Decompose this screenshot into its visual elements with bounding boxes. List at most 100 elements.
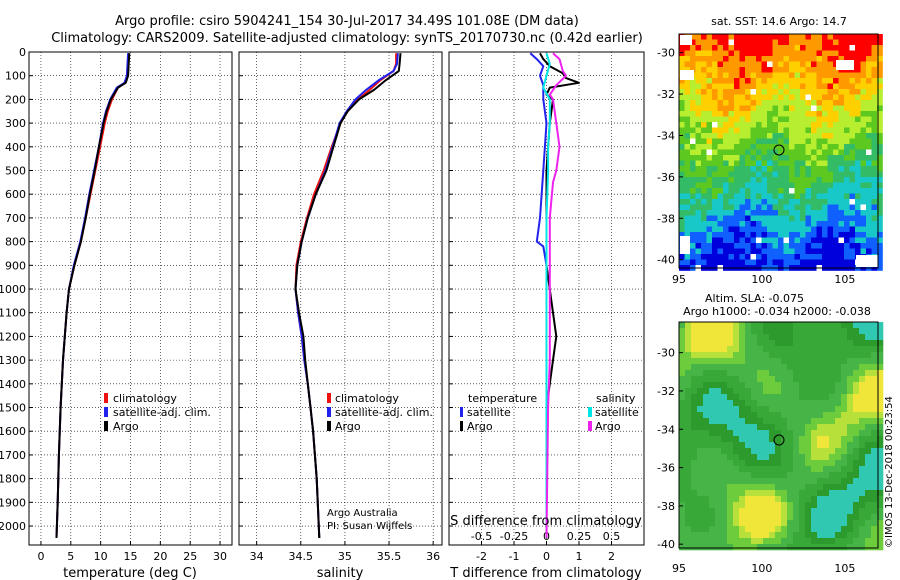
sst-cell	[750, 72, 757, 79]
sst-cell	[756, 149, 762, 156]
sst-cell	[684, 259, 691, 266]
sst-cell	[701, 166, 707, 172]
sst-cell	[701, 259, 707, 266]
sla-cell	[793, 406, 800, 413]
sst-cell	[701, 83, 707, 90]
sst-cell	[734, 56, 740, 62]
sst-cell	[739, 188, 746, 194]
sst-cell	[805, 149, 812, 156]
sst-cell	[844, 248, 850, 255]
sla-cell	[679, 508, 686, 515]
sst-cell	[811, 100, 817, 106]
sla-cell	[715, 508, 722, 515]
sla-cell	[745, 436, 752, 443]
sla-cell	[709, 430, 716, 437]
sla-cell	[787, 346, 794, 353]
sst-cell	[728, 215, 735, 222]
sla-cell	[727, 460, 734, 467]
sla-cell	[775, 478, 782, 485]
sla-cell	[715, 448, 722, 455]
sla-cell	[751, 406, 758, 413]
sla-cell	[859, 526, 866, 533]
sst-cell	[756, 166, 762, 172]
sst-cell	[800, 166, 806, 172]
sst-cell	[866, 232, 872, 238]
sla-cell	[805, 352, 812, 359]
sst-cell	[789, 221, 795, 227]
sal-legend-argo: Argo	[335, 420, 361, 433]
sla-cell	[817, 496, 824, 503]
sst-cell	[767, 160, 773, 167]
difference-xlabel: T difference from climatology	[449, 566, 642, 580]
sst-cell	[690, 34, 696, 40]
sla-cell	[859, 358, 866, 365]
sla-cell	[751, 388, 758, 395]
sla-cell	[793, 538, 800, 545]
sla-cell	[757, 322, 764, 329]
sla-cell	[679, 394, 686, 401]
sla-cell	[793, 508, 800, 515]
sla-cell	[709, 358, 716, 365]
sst-cell	[860, 210, 867, 216]
sla-cell	[679, 478, 686, 485]
sla-cell	[841, 418, 848, 425]
sla-cell	[697, 352, 704, 359]
sst-cell	[849, 166, 856, 172]
sst-cell	[871, 100, 878, 106]
sla-cell	[793, 502, 800, 509]
sla-cell	[841, 508, 848, 515]
sla-cell	[865, 514, 872, 521]
depth-tick-label: 400	[5, 141, 26, 154]
sla-cell	[679, 526, 686, 533]
sst-cell	[877, 188, 883, 194]
sla-cell	[679, 340, 686, 347]
sla-cell	[763, 472, 770, 479]
sst-cell	[679, 94, 685, 101]
sla-cell	[787, 460, 794, 467]
sst-cell	[822, 204, 828, 211]
sst-cell	[772, 67, 779, 73]
sla-cell	[715, 382, 722, 389]
sla-cell	[805, 514, 812, 521]
sla-cell	[811, 532, 818, 539]
sla-cell	[679, 382, 686, 389]
sst-cell	[877, 204, 883, 211]
sla-cell	[709, 334, 716, 341]
sla-cell	[871, 538, 878, 545]
sst-cell	[679, 78, 685, 84]
sla-cell	[859, 520, 866, 527]
sst-cell	[844, 232, 850, 238]
sla-cell	[685, 370, 692, 377]
sst-cell	[822, 122, 828, 128]
sst-cell	[811, 138, 817, 145]
sst-cell	[789, 193, 795, 200]
sst-cell	[871, 221, 878, 227]
sla-cell	[697, 358, 704, 365]
series-line-salinity-argo	[545, 52, 567, 538]
depth-tick-label: 1900	[0, 496, 26, 509]
sst-cell	[701, 45, 707, 51]
sst-cell	[794, 45, 801, 51]
sst-cell	[772, 89, 779, 95]
sst-cell	[833, 160, 839, 167]
sla-cell	[817, 538, 824, 545]
sst-cell	[805, 56, 812, 62]
sst-cell	[723, 94, 729, 101]
sst-cell	[833, 177, 839, 183]
sla-cell	[865, 370, 872, 377]
sla-cell	[691, 472, 698, 479]
sst-cell	[789, 259, 795, 266]
sst-cell	[750, 171, 757, 178]
sla-cell	[865, 340, 872, 347]
sst-cell	[723, 50, 729, 57]
sst-cell	[866, 116, 872, 123]
sla-cell	[859, 424, 866, 431]
sla-cell	[853, 484, 860, 491]
series-line-satellite-adj-clim-	[55, 53, 130, 538]
sst-cell	[816, 237, 823, 244]
sla-cell	[829, 334, 836, 341]
sla-cell	[811, 454, 818, 461]
sst-cell	[789, 144, 795, 150]
sst-cell	[811, 243, 817, 249]
sst-cell	[778, 160, 784, 167]
